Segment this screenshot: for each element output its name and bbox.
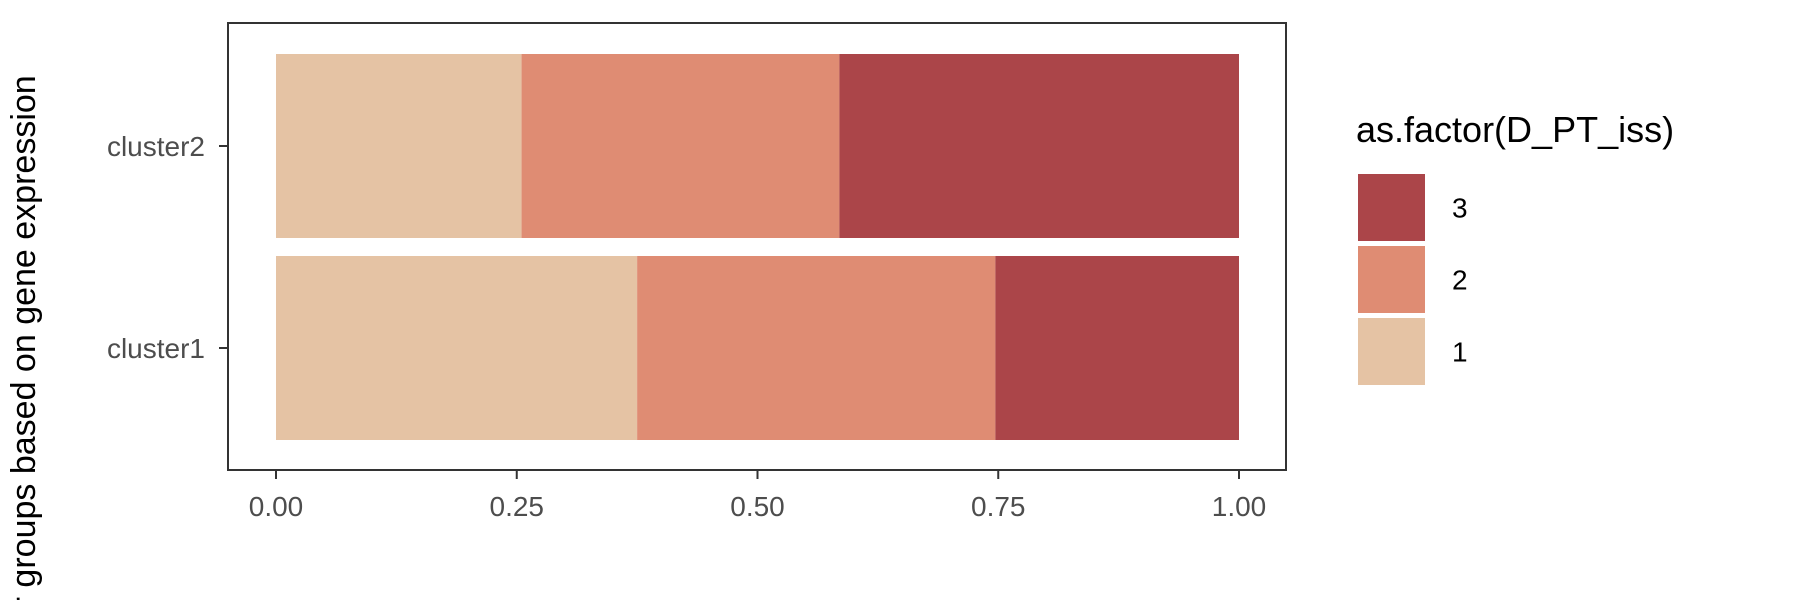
bar-cluster1-level-1 bbox=[276, 256, 638, 440]
legend-key-1 bbox=[1358, 318, 1425, 385]
legend-label-3: 3 bbox=[1452, 193, 1468, 224]
bar-cluster1-level-3 bbox=[995, 256, 1239, 440]
legend-key-2 bbox=[1358, 246, 1425, 313]
legend: as.factor(D_PT_iss) 3 2 1 bbox=[1356, 109, 1674, 385]
axis-layer: cluster2 cluster1 0.00 0.25 0.50 0.75 1.00 bbox=[107, 131, 1266, 522]
y-tick-label-cluster2: cluster2 bbox=[107, 131, 205, 162]
bar-cluster1-level-2 bbox=[637, 256, 996, 440]
x-tick-label: 0.50 bbox=[730, 491, 785, 522]
x-tick-label: 0.25 bbox=[490, 491, 545, 522]
y-tick-label-cluster1: cluster1 bbox=[107, 333, 205, 364]
legend-label-2: 2 bbox=[1452, 265, 1468, 296]
legend-key-3 bbox=[1358, 174, 1425, 241]
legend-label-1: 1 bbox=[1452, 337, 1468, 368]
bar-cluster2-level-3 bbox=[839, 54, 1239, 238]
bar-cluster2-level-2 bbox=[521, 54, 840, 238]
bar-cluster2-level-1 bbox=[276, 54, 522, 238]
y-axis-title: Cluster groups based on gene expression bbox=[5, 75, 43, 600]
plot-layer bbox=[276, 54, 1239, 440]
x-tick-label: 1.00 bbox=[1212, 491, 1267, 522]
x-tick-label: 0.75 bbox=[971, 491, 1026, 522]
x-tick-label: 0.00 bbox=[249, 491, 304, 522]
legend-title: as.factor(D_PT_iss) bbox=[1356, 109, 1674, 150]
